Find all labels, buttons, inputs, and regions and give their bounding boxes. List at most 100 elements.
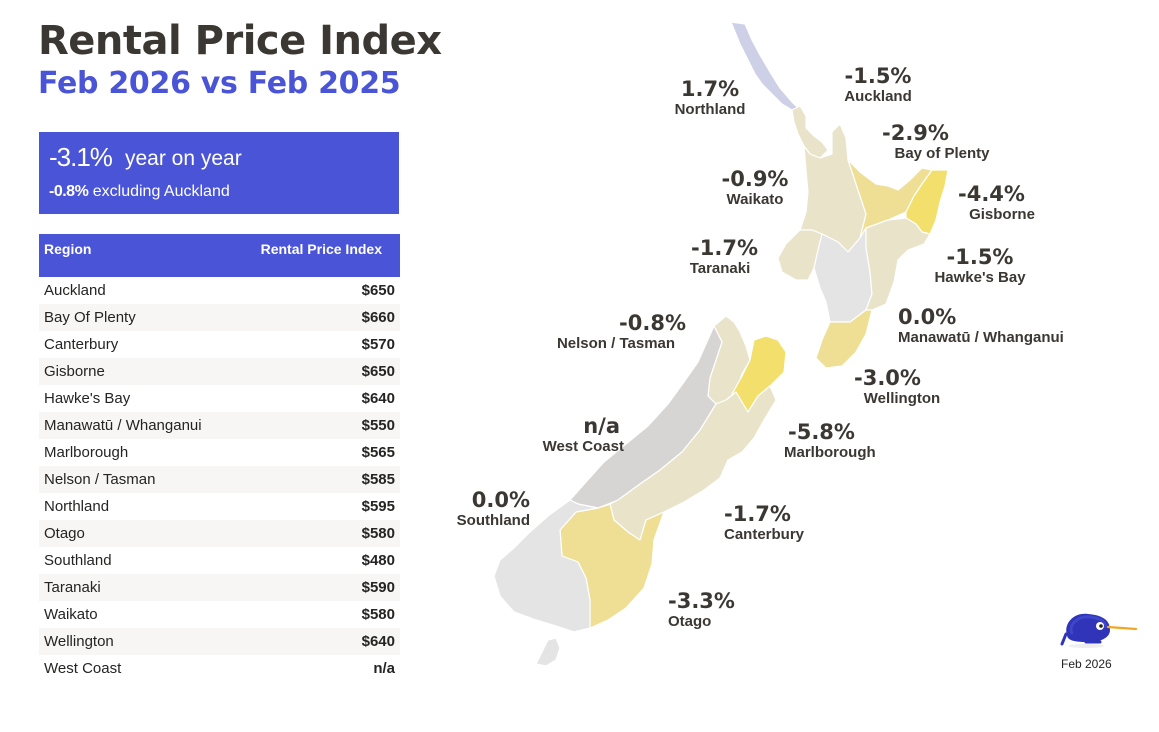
value-cell: $640: [361, 390, 395, 407]
region-name: Northland: [674, 101, 746, 118]
region-name: Canterbury: [724, 526, 805, 543]
region-name: Marlborough: [784, 444, 876, 461]
value-cell: $650: [361, 282, 395, 299]
map-label-gisborne: -4.4% Gisborne: [952, 182, 1052, 224]
change-value: -3.3%: [668, 589, 735, 613]
table-row: Waikato $580: [39, 601, 400, 628]
ex-auckland-label: excluding Auckland: [92, 183, 230, 200]
region-cell: Waikato: [44, 606, 98, 623]
region-auckland[interactable]: [791, 105, 829, 159]
table-row: Bay Of Plenty $660: [39, 304, 400, 331]
kiwi-bird-icon: [1060, 613, 1138, 648]
column-header-rental-index[interactable]: Rental Price Index: [232, 234, 400, 277]
change-value: -1.5%: [946, 245, 1014, 269]
change-value: -5.8%: [788, 420, 855, 444]
region-cell: Hawke's Bay: [44, 390, 131, 407]
region-taranaki[interactable]: [777, 229, 823, 281]
region-name: West Coast: [542, 438, 624, 455]
map-label-marlborough: -5.8% Marlborough: [784, 420, 896, 462]
change-value: -1.7%: [724, 502, 791, 526]
change-value: -3.0%: [854, 366, 921, 390]
map-label-northland: 1.7% Northland: [660, 77, 760, 119]
map-label-manawatu-whanganui: 0.0% Manawatū / Whanganui: [898, 305, 1098, 347]
value-cell: $550: [232, 412, 400, 439]
region-cell: Canterbury: [44, 336, 119, 353]
map-label-southland: 0.0% Southland: [438, 488, 530, 530]
change-value: -0.9%: [721, 167, 789, 191]
region-wellington[interactable]: [815, 309, 873, 369]
region-cell: Marlborough: [44, 444, 129, 461]
value-cell: $650: [232, 358, 400, 385]
value-cell: $590: [232, 574, 400, 601]
value-cell: $595: [361, 498, 395, 515]
table-row: West Coast n/a: [39, 655, 400, 682]
region-cell: Otago: [39, 520, 233, 547]
region-cell: Southland: [44, 552, 112, 569]
region-name: Otago: [668, 613, 712, 630]
value-cell: $580: [232, 520, 400, 547]
value-cell: $570: [361, 336, 395, 353]
national-change-label: year on year: [125, 147, 242, 170]
change-value: -2.9%: [882, 121, 949, 145]
region-name: Waikato: [726, 191, 784, 208]
table-row: Wellington $640: [39, 628, 400, 655]
summary-card: -3.1% year on year -0.8% excluding Auckl…: [39, 132, 399, 214]
region-name: Gisborne: [969, 206, 1035, 223]
map-label-taranaki: -1.7% Taranaki: [670, 236, 770, 278]
change-value: -1.7%: [691, 236, 758, 260]
value-cell: $580: [361, 606, 395, 623]
change-value: 1.7%: [680, 77, 740, 101]
table-row: Southland $480: [39, 547, 400, 574]
value-cell: $660: [232, 304, 400, 331]
map-label-otago: -3.3% Otago: [668, 589, 748, 631]
table-row: Taranaki $590: [39, 574, 400, 601]
region-name: Southland: [456, 512, 530, 529]
report-date: Feb 2026: [1061, 657, 1112, 671]
table-row: Northland $595: [39, 493, 400, 520]
region-name: Nelson / Tasman: [556, 335, 676, 352]
change-value: 0.0%: [471, 488, 530, 512]
region-name: Taranaki: [689, 260, 751, 277]
region-name: Manawatū / Whanganui: [898, 329, 1064, 346]
region-cell: Auckland: [44, 282, 106, 299]
region-cell: Taranaki: [39, 574, 233, 601]
table-row: Nelson / Tasman $585: [39, 466, 400, 493]
map-label-waikato: -0.9% Waikato: [710, 167, 800, 209]
rental-index-table: Region Rental Price Index Auckland $650 B…: [39, 234, 400, 682]
value-cell: $640: [232, 628, 400, 655]
region-cell: Bay Of Plenty: [39, 304, 233, 331]
change-value: 0.0%: [898, 305, 957, 329]
map-label-bay-of-plenty: -2.9% Bay of Plenty: [872, 121, 1012, 163]
table-row: Manawatū / Whanganui $550: [39, 412, 400, 439]
table-row: Auckland $650: [39, 277, 400, 304]
map-label-wellington: -3.0% Wellington: [850, 366, 954, 408]
value-cell: $480: [361, 552, 395, 569]
page-title: Rental Price Index: [38, 18, 442, 64]
region-name: Hawke's Bay: [934, 269, 1026, 286]
region-cell: Wellington: [39, 628, 233, 655]
value-cell: $585: [232, 466, 400, 493]
value-cell: $565: [361, 444, 395, 461]
table-row: Marlborough $565: [39, 439, 400, 466]
region-name: Auckland: [844, 88, 912, 105]
region-cell: Manawatū / Whanganui: [39, 412, 233, 439]
map-label-auckland: -1.5% Auckland: [828, 64, 928, 106]
change-value: n/a: [583, 414, 620, 438]
column-header-region[interactable]: Region: [39, 234, 233, 277]
region-canterbury[interactable]: [609, 385, 777, 541]
map-label-hawkes-bay: -1.5% Hawke's Bay: [924, 245, 1036, 287]
table-row: Hawke's Bay $640: [39, 385, 400, 412]
table-header-row: Region Rental Price Index: [39, 234, 400, 277]
change-value: -0.8%: [619, 311, 686, 335]
change-value: -4.4%: [958, 182, 1025, 206]
table-row: Gisborne $650: [39, 358, 400, 385]
region-cell: Gisborne: [39, 358, 233, 385]
page-subtitle: Feb 2026 vs Feb 2025: [38, 66, 401, 101]
region-name: Wellington: [863, 390, 941, 407]
table-row: Otago $580: [39, 520, 400, 547]
region-cell: West Coast: [44, 660, 122, 677]
region-cell: Northland: [44, 498, 110, 515]
region-southland[interactable]: [493, 499, 599, 633]
region-hawkes-bay[interactable]: [865, 217, 931, 311]
